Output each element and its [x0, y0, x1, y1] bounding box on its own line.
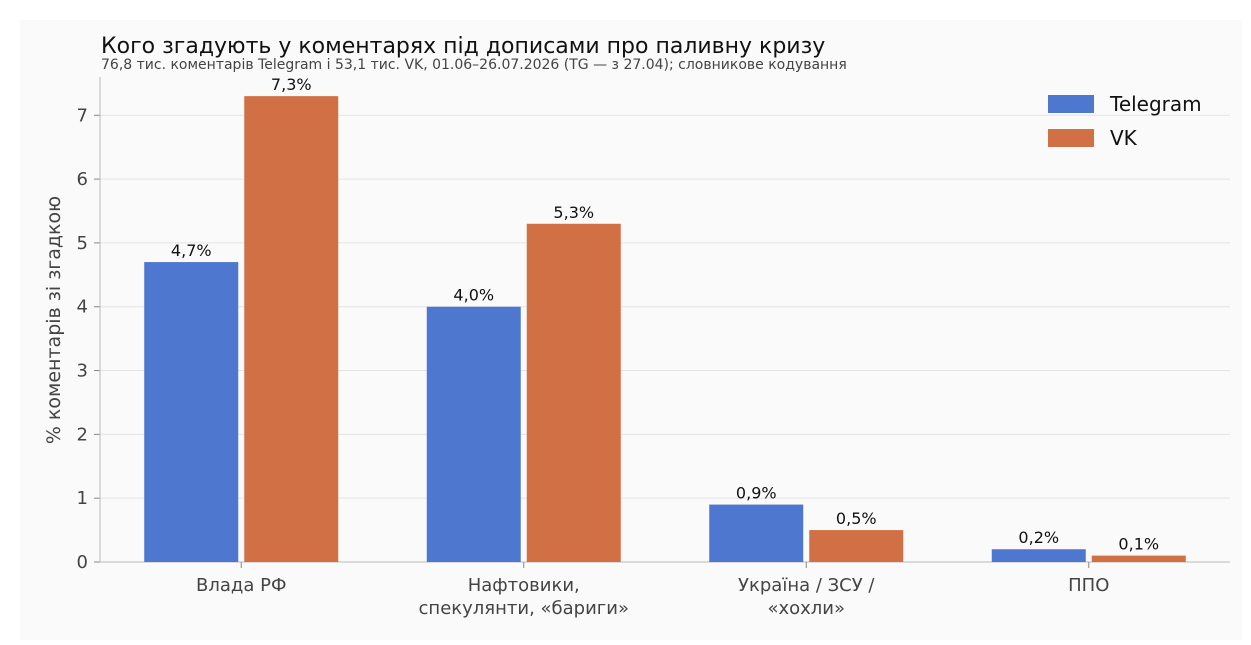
y-tick-label: 0 — [77, 552, 88, 573]
y-axis-label: % коментарів зі згадкою — [43, 196, 65, 444]
chart-title: Кого згадують у коментарях під дописами … — [101, 34, 825, 59]
value-labels: 4,7% 7,3% 4,0% 5,3% 0,9% 0,5% 0,2% 0,1% — [171, 75, 1159, 553]
bar-vk-3 — [1091, 555, 1186, 562]
y-tick-label: 2 — [77, 424, 88, 445]
y-tick-label: 3 — [77, 361, 88, 382]
legend-swatch-vk — [1048, 129, 1094, 147]
legend-label: Telegram — [1109, 92, 1202, 116]
bars — [144, 96, 1186, 563]
legend-label: VK — [1110, 126, 1138, 150]
x-tick-label: ППО — [1068, 575, 1109, 596]
x-tick-label: Влада РФ — [196, 575, 286, 596]
y-tick-label: 7 — [77, 105, 88, 126]
value-label: 0,5% — [836, 509, 877, 528]
legend-swatch-telegram — [1048, 95, 1094, 113]
bar-vk-1 — [526, 223, 621, 563]
bar-telegram-3 — [991, 549, 1086, 562]
value-label: 0,2% — [1018, 528, 1059, 547]
x-tick-label: «хохли» — [767, 598, 845, 619]
x-tick-label: Україна / ЗСУ / — [738, 575, 875, 596]
value-label: 0,9% — [736, 484, 777, 503]
legend: Telegram VK — [1048, 92, 1202, 150]
y-tick-label: 6 — [77, 169, 88, 190]
bar-vk-0 — [244, 96, 339, 562]
y-tick-label: 1 — [77, 488, 88, 509]
value-label: 4,0% — [453, 286, 494, 305]
bar-telegram-1 — [426, 306, 521, 562]
bar-telegram-0 — [144, 262, 239, 562]
value-label: 5,3% — [553, 203, 594, 222]
x-tick-label: спекулянти, «бариги» — [419, 598, 629, 619]
value-label: 7,3% — [271, 75, 312, 94]
y-tick-label: 4 — [77, 297, 88, 318]
x-tick-labels: Влада РФ Нафтовики,спекулянти, «бариги» Ук… — [196, 575, 1109, 619]
bar-vk-2 — [809, 530, 904, 562]
y-tick-label: 5 — [77, 233, 88, 254]
value-label: 4,7% — [171, 241, 212, 260]
x-tick-label: Нафтовики, — [468, 575, 580, 596]
bar-telegram-2 — [709, 504, 804, 562]
chart-subtitle: 76,8 тис. коментарів Telegram і 53,1 тис… — [101, 57, 847, 73]
y-tick-labels: 0 1 2 3 4 5 6 7 — [77, 105, 88, 573]
value-label: 0,1% — [1118, 535, 1159, 554]
